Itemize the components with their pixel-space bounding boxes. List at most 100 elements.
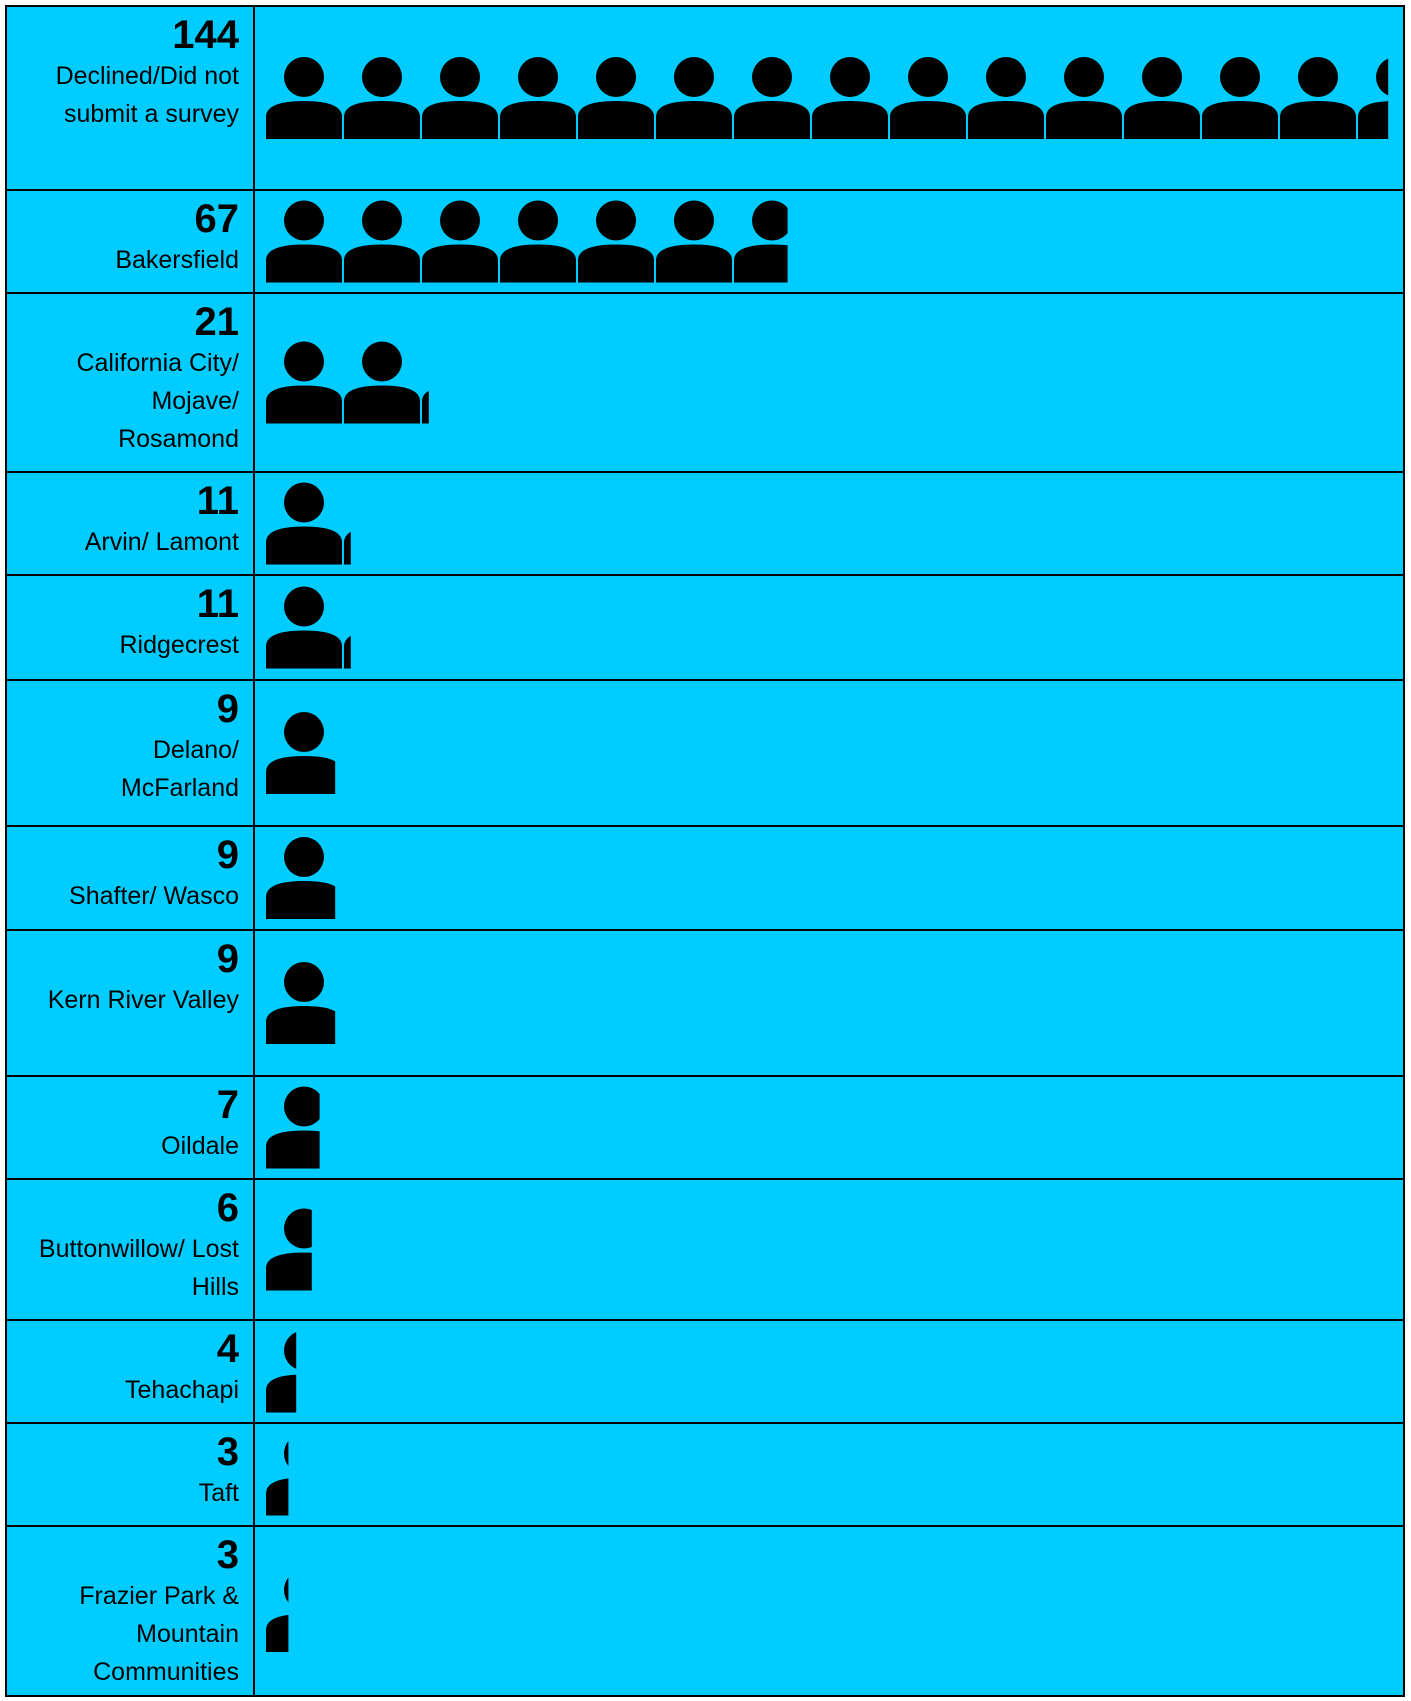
icon-group: [266, 200, 788, 283]
icon-head: [440, 342, 480, 382]
pictogram-cell: [255, 473, 1403, 574]
icon-group: [266, 837, 336, 919]
pictogram: [266, 1440, 289, 1516]
pictogram: [266, 586, 402, 669]
category-label: Tehachapi: [125, 1376, 239, 1404]
label-cell: 9 Shafter/ Wasco: [7, 827, 255, 929]
value-label: 9: [216, 833, 239, 877]
icon-body: [812, 101, 888, 139]
icon-head: [596, 200, 636, 241]
icon-head: [1298, 57, 1338, 97]
label-cell: 144 Declined/Did not submit a survey: [7, 7, 255, 189]
icon-body: [968, 101, 1044, 139]
icon-body: [344, 101, 420, 139]
value-label: 9: [216, 687, 239, 731]
pictogram: [266, 341, 480, 424]
row: 11 Arvin/ Lamont: [7, 473, 1403, 576]
icon-body: [266, 244, 342, 283]
icon-body: [422, 390, 429, 424]
pictogram: [266, 1332, 297, 1413]
label-cell: 11 Arvin/ Lamont: [7, 473, 255, 574]
label-cell: 11 Ridgecrest: [7, 576, 255, 679]
icon-head: [362, 587, 402, 627]
icon-body: [1358, 101, 1389, 139]
row: 21 California City/ Mojave/ Rosamond: [7, 294, 1403, 473]
row: 67 Bakersfield: [7, 191, 1403, 294]
icon-body: [1202, 101, 1278, 139]
icon-head: [752, 57, 792, 97]
icon-body: [344, 531, 351, 565]
value-label: 3: [216, 1533, 239, 1577]
row: 3 Taft: [7, 1424, 1403, 1527]
icon-group: [266, 586, 402, 669]
row: 7 Oildale: [7, 1077, 1403, 1180]
icon-body: [578, 244, 654, 283]
icon-group: [266, 482, 351, 565]
label-cell: 4 Tehachapi: [7, 1321, 255, 1422]
category-label: Taft: [198, 1479, 239, 1507]
label-cell: 9 Kern River Valley: [7, 931, 255, 1075]
row: 11 Ridgecrest: [7, 576, 1403, 681]
pictogram: [266, 1086, 320, 1169]
icon-group: [266, 341, 480, 424]
pictogram: [266, 962, 336, 1044]
pictogram-cell: [255, 1180, 1403, 1319]
icon-body: [422, 101, 498, 139]
label-cell: 67 Bakersfield: [7, 191, 255, 292]
icon-head: [518, 200, 558, 241]
icon-body: [266, 1006, 336, 1044]
icon-head: [284, 712, 324, 752]
value-label: 7: [216, 1083, 239, 1127]
icon-head: [908, 57, 948, 97]
value-label: 6: [216, 1186, 239, 1230]
pictogram-cell: [255, 1321, 1403, 1422]
pictogram-cell: [255, 576, 1403, 679]
icon-head: [830, 57, 870, 97]
icon-head: [284, 200, 324, 241]
category-label: Frazier Park & Mountain Communities: [79, 1582, 239, 1686]
pictogram: [266, 837, 336, 919]
icon-body: [500, 244, 576, 283]
value-label: 4: [216, 1327, 239, 1371]
category-label: California City/ Mojave/ Rosamond: [76, 349, 239, 453]
pictogram: [266, 482, 351, 565]
icon-group: [266, 1332, 297, 1413]
icon-body: [422, 244, 498, 283]
icon-head: [752, 200, 788, 241]
icon-head: [362, 341, 402, 382]
row: 4 Tehachapi: [7, 1321, 1403, 1424]
category-label: Declined/Did not submit a survey: [55, 62, 239, 128]
icon-body: [266, 630, 342, 669]
icon-body: [266, 881, 336, 919]
icon-head: [284, 962, 324, 1002]
label-cell: 3 Frazier Park & Mountain Communities: [7, 1527, 255, 1695]
icon-body: [1280, 101, 1356, 139]
pictogram: [266, 712, 336, 794]
label-cell: 21 California City/ Mojave/ Rosamond: [7, 294, 255, 471]
icon-body: [266, 1478, 289, 1516]
icon-head: [284, 1086, 320, 1127]
label-cell: 9 Delano/ McFarland: [7, 681, 255, 825]
value-label: 11: [196, 479, 239, 523]
category-label: Oildale: [161, 1132, 239, 1160]
icon-group: [266, 712, 336, 794]
icon-head: [440, 57, 480, 97]
icon-body: [266, 101, 342, 139]
row: 6 Buttonwillow/ Lost Hills: [7, 1180, 1403, 1321]
row: 144 Declined/Did not submit a survey: [7, 7, 1403, 191]
label-cell: 7 Oildale: [7, 1077, 255, 1178]
pictogram: [266, 200, 788, 283]
row: 9 Shafter/ Wasco: [7, 827, 1403, 931]
icon-body: [1046, 101, 1122, 139]
value-label: 67: [194, 197, 240, 241]
pictogram-cell: [255, 191, 1403, 292]
chart: 144 Declined/Did not submit a survey 67 Bak…: [5, 5, 1405, 1697]
icon-group: [266, 962, 336, 1044]
icon-head: [986, 57, 1026, 97]
pictogram: [266, 57, 1389, 139]
value-label: 21: [194, 300, 240, 344]
row: 3 Frazier Park & Mountain Communities: [7, 1527, 1403, 1697]
icon-body: [656, 244, 732, 283]
icon-group: [266, 1208, 312, 1291]
pictogram: [266, 1208, 312, 1291]
